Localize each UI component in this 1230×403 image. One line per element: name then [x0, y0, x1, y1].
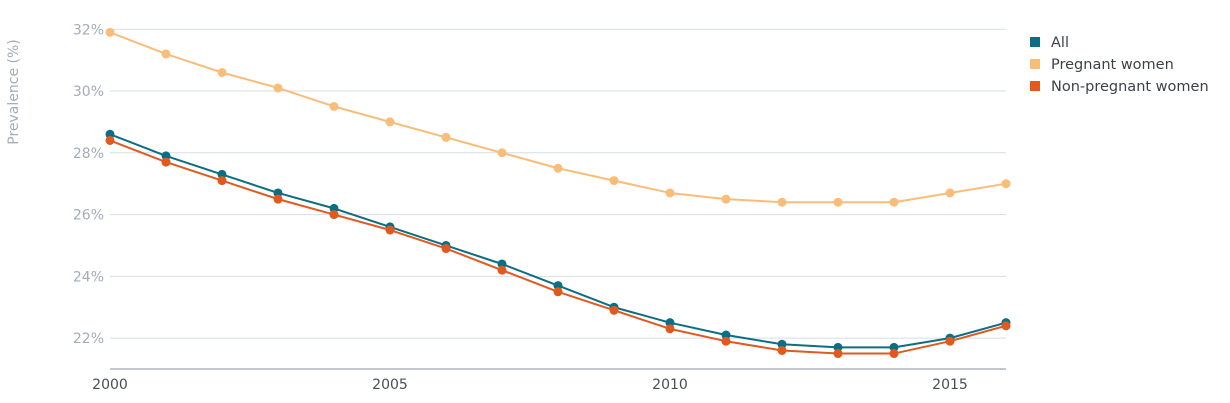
data-point[interactable] [105, 135, 115, 145]
y-tick-label: 22% [73, 331, 104, 347]
data-point[interactable] [889, 349, 899, 359]
data-point[interactable] [385, 117, 395, 127]
legend-item[interactable]: All [1030, 35, 1069, 51]
x-tick-label: 2015 [932, 377, 968, 393]
y-tick-label: 28% [73, 146, 104, 162]
data-point[interactable] [553, 281, 563, 291]
data-point[interactable] [945, 188, 955, 198]
data-point[interactable] [777, 197, 787, 207]
data-point[interactable] [329, 210, 339, 220]
data-point[interactable] [1001, 179, 1011, 189]
legend-item[interactable]: Pregnant women [1030, 57, 1174, 73]
data-point[interactable] [497, 148, 507, 158]
legend-label: Non-pregnant women [1051, 79, 1209, 95]
data-point[interactable] [217, 176, 227, 186]
data-point[interactable] [273, 194, 283, 204]
data-point[interactable] [721, 194, 731, 204]
data-point[interactable] [945, 336, 955, 346]
y-axis-label: Prevalence (%) [6, 39, 22, 145]
data-point[interactable] [609, 176, 619, 186]
data-point[interactable] [441, 244, 451, 254]
x-tick-label: 2000 [92, 377, 128, 393]
legend-label: Pregnant women [1051, 57, 1174, 73]
series-non-pregnant-women [105, 135, 1011, 359]
data-point[interactable] [329, 101, 339, 111]
legend: All Pregnant women Non-pregnant women [1030, 35, 1209, 95]
data-point[interactable] [665, 318, 675, 328]
data-point[interactable] [553, 163, 563, 173]
data-point[interactable] [889, 342, 899, 352]
data-point[interactable] [777, 345, 787, 355]
data-point[interactable] [553, 287, 563, 297]
y-tick-labels: 22% 24% 26% 28% 30% 32% [73, 22, 104, 347]
data-point[interactable] [1001, 321, 1011, 331]
legend-item[interactable]: Non-pregnant women [1030, 79, 1209, 95]
data-point[interactable] [385, 225, 395, 235]
x-tick-label: 2010 [652, 377, 688, 393]
data-point[interactable] [721, 336, 731, 346]
data-point[interactable] [665, 188, 675, 198]
legend-swatch [1030, 37, 1040, 47]
series-pregnant-women [105, 27, 1011, 207]
data-point[interactable] [441, 132, 451, 142]
grid-lines [110, 28, 1006, 339]
y-tick-label: 30% [73, 84, 104, 100]
data-point[interactable] [609, 305, 619, 315]
data-point[interactable] [329, 203, 339, 213]
data-point[interactable] [161, 151, 171, 161]
series-lines [105, 27, 1011, 359]
data-point[interactable] [665, 324, 675, 334]
y-tick-label: 32% [73, 22, 104, 38]
data-point[interactable] [161, 157, 171, 167]
data-point[interactable] [497, 265, 507, 275]
data-point[interactable] [161, 49, 171, 59]
data-point[interactable] [889, 197, 899, 207]
data-point[interactable] [833, 197, 843, 207]
data-point[interactable] [273, 188, 283, 198]
legend-swatch [1030, 81, 1040, 91]
x-tick-label: 2005 [372, 377, 408, 393]
legend-label: All [1051, 35, 1069, 51]
data-point[interactable] [497, 259, 507, 269]
data-point[interactable] [721, 330, 731, 340]
data-point[interactable] [217, 169, 227, 179]
y-tick-label: 24% [73, 269, 104, 285]
data-point[interactable] [273, 83, 283, 93]
data-point[interactable] [217, 68, 227, 78]
data-point[interactable] [105, 129, 115, 139]
x-tick-labels: 2000 2005 2010 2015 [92, 377, 968, 393]
y-tick-label: 26% [73, 208, 104, 224]
series-all [105, 129, 1011, 352]
data-point[interactable] [105, 27, 115, 37]
legend-swatch [1030, 59, 1040, 69]
data-point[interactable] [833, 342, 843, 352]
data-point[interactable] [833, 349, 843, 359]
data-point[interactable] [777, 339, 787, 349]
series-line [109, 31, 1007, 204]
